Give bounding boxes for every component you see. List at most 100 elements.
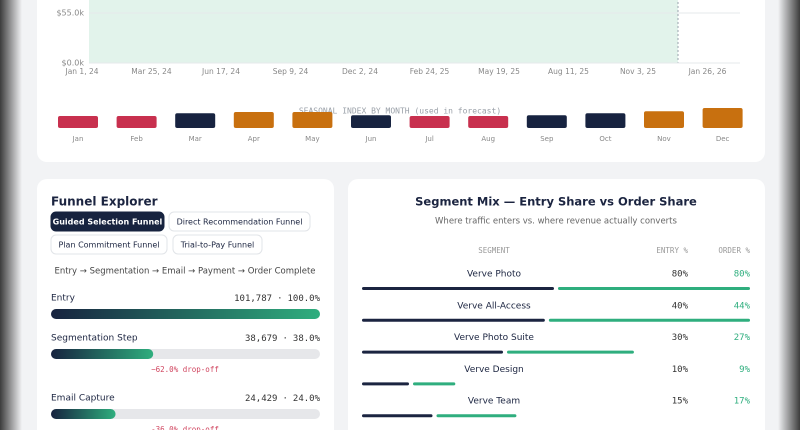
entry-bar (362, 318, 545, 322)
segment-name: Verve Design (464, 365, 524, 375)
month-label: Jul (424, 135, 434, 143)
month-label: Mar (189, 135, 202, 143)
season-bar (585, 113, 626, 128)
season-bar (468, 116, 509, 128)
funnel-title: Funnel Explorer (51, 195, 158, 209)
season-bar (351, 115, 391, 128)
stage-share: 100.0% (287, 294, 320, 304)
stage-separator: · (282, 394, 287, 404)
season-bar (409, 116, 450, 128)
stage-stats: 24,429 · 24.0% (245, 394, 321, 404)
funnel-tab-label[interactable]: Guided Selection Funnel (53, 218, 163, 227)
x-tick-label: Jan 1, 24 (64, 67, 98, 76)
stage-count: 24,429 (245, 394, 278, 404)
funnel-tab-label[interactable]: Direct Recommendation Funnel (177, 218, 303, 227)
entry-bar (362, 414, 433, 418)
stage-count: 38,679 (245, 334, 278, 344)
x-tick-label: Dec 2, 24 (342, 67, 378, 76)
funnel-tab-label[interactable]: Plan Commitment Funnel (59, 241, 160, 250)
order-share: 44% (734, 301, 751, 311)
stage-stats: 38,679 · 38.0% (245, 334, 321, 344)
season-bar (116, 116, 157, 128)
x-tick-label: Nov 3, 25 (620, 67, 656, 76)
segment-title: Segment Mix — Entry Share vs Order Share (415, 195, 697, 209)
stage-share: 24.0% (293, 394, 321, 404)
x-tick-label: Feb 24, 25 (410, 67, 450, 76)
stage-share: 38.0% (293, 334, 321, 344)
stage-bar (51, 409, 116, 419)
segment-name: Verve Team (468, 397, 520, 407)
month-label: Sep (540, 135, 554, 143)
stage-separator: · (277, 294, 282, 304)
entry-share: 40% (672, 301, 689, 311)
stage-stats: 101,787 · 100.0% (234, 294, 320, 304)
entry-share: 15% (672, 397, 689, 407)
entry-share: 80% (672, 270, 689, 280)
entry-share: 30% (672, 333, 689, 343)
entry-bar (362, 350, 503, 354)
edge (778, 0, 800, 430)
season-bar (292, 112, 333, 128)
month-label: Nov (657, 135, 671, 143)
stage-track (51, 409, 320, 419)
order-share: 17% (734, 397, 751, 407)
x-tick-label: Jun 17, 24 (201, 67, 240, 76)
x-tick-label: Mar 25, 24 (131, 67, 172, 76)
funnel-tab-label[interactable]: Trial-to-Pay Funnel (180, 241, 254, 250)
month-label: Jun (365, 135, 377, 143)
seasonal-title: SEASONAL INDEX BY MONTH (used in forecas… (299, 107, 501, 116)
funnel-tab[interactable] (50, 234, 168, 255)
column-header: SEGMENT (478, 246, 510, 255)
month-label: Apr (248, 135, 260, 143)
funnel-flow: Entry → Segmentation → Email → Payment →… (54, 267, 315, 277)
segment-name: Verve Photo Suite (454, 333, 534, 343)
y-tick-label: $0.0k (62, 59, 85, 68)
segment-name: Verve Photo (467, 270, 522, 280)
stage-name: Entry (51, 294, 76, 304)
month-label: Dec (716, 135, 730, 143)
order-bar (413, 382, 456, 386)
edge (0, 0, 22, 430)
area-fill (89, 0, 678, 63)
segment-card (348, 179, 765, 430)
x-tick-label: Aug 11, 25 (548, 67, 589, 76)
y-tick-label: $55.0k (56, 9, 84, 18)
order-share: 80% (734, 270, 751, 280)
segment-name: Verve All-Access (457, 301, 531, 311)
entry-share: 10% (672, 365, 689, 375)
column-header: ORDER % (718, 246, 750, 255)
stage-bar (51, 349, 154, 359)
month-label: Aug (481, 135, 495, 143)
stage-separator: · (282, 334, 287, 344)
stage-count: 101,787 (234, 294, 272, 304)
order-bar (558, 287, 750, 290)
season-bar (702, 108, 743, 128)
x-tick-label: Jan 26, 26 (688, 67, 727, 76)
season-bar (644, 111, 684, 128)
column-header: ENTRY % (656, 246, 688, 255)
season-bar (58, 116, 98, 128)
x-tick-label: Sep 9, 24 (273, 67, 309, 76)
month-label: Oct (599, 135, 611, 143)
funnel-tab[interactable] (172, 234, 263, 255)
season-bar (526, 115, 567, 128)
segment-subtitle: Where traffic enters vs. where revenue a… (435, 217, 677, 227)
order-bar (507, 350, 634, 354)
order-bar (436, 414, 517, 418)
order-bar (548, 318, 750, 322)
funnel-tab[interactable] (168, 211, 311, 232)
stage-bar (51, 309, 320, 319)
stage-name: Segmentation Step (51, 334, 138, 344)
entry-bar (362, 382, 409, 386)
funnel-tab[interactable] (50, 211, 165, 232)
entry-bar (362, 287, 554, 290)
stage-name: Email Capture (51, 394, 115, 404)
season-bar (175, 113, 216, 128)
month-label: May (305, 135, 319, 143)
order-share: 27% (734, 333, 751, 343)
month-label: Jan (72, 135, 84, 143)
month-label: Feb (130, 135, 143, 143)
drop-off: -36.0% drop-off (151, 425, 219, 430)
drop-off: −62.0% drop-off (151, 365, 219, 374)
